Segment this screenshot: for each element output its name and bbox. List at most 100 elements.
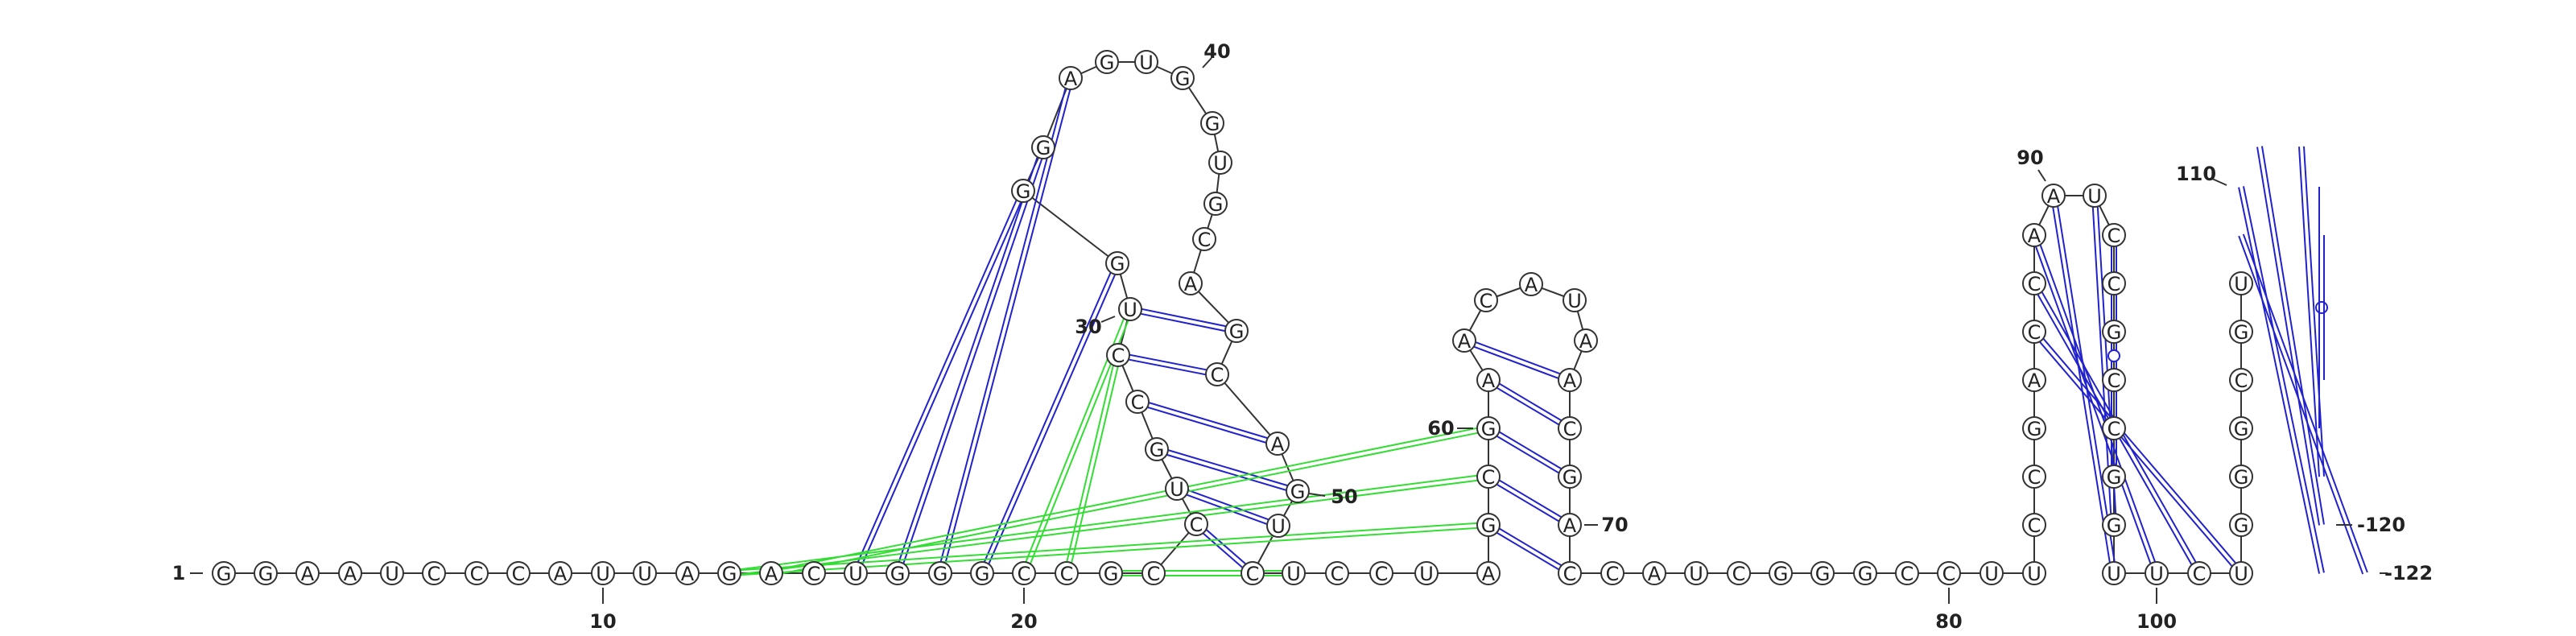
nucleotide-letter: U bbox=[2107, 563, 2121, 585]
nucleotide-circle bbox=[1105, 251, 1129, 275]
nucleotide-letter: C bbox=[1942, 563, 1956, 585]
base-pair-line bbox=[894, 146, 1042, 573]
nucleotide-circle bbox=[1727, 561, 1751, 585]
base-pair-line bbox=[770, 425, 1488, 572]
base-pair-line bbox=[2238, 235, 2364, 575]
nucleotide-circle bbox=[2229, 465, 2253, 489]
nucleotide-letter: C bbox=[2028, 321, 2041, 344]
nucleotide: G bbox=[2229, 416, 2253, 440]
nucleotide: A bbox=[1519, 272, 1543, 296]
nucleotide-circle bbox=[1059, 66, 1083, 90]
nucleotide: U bbox=[2102, 561, 2126, 585]
nucleotide-circle bbox=[2022, 561, 2046, 585]
nucleotide: G bbox=[928, 561, 952, 585]
nucleotide-circle bbox=[844, 561, 868, 585]
position-label: 40 bbox=[1203, 40, 1230, 63]
nucleotide-circle bbox=[1282, 561, 1306, 585]
nucleotide-letter: U bbox=[2149, 563, 2164, 585]
nucleotide-circle bbox=[1476, 465, 1501, 489]
nucleotide: G bbox=[1286, 479, 1310, 503]
base-pair-line bbox=[1489, 522, 1572, 572]
base-pair-line bbox=[1067, 355, 1121, 574]
base-pair-line bbox=[2050, 196, 2113, 574]
nucleotide-circle bbox=[1558, 465, 1582, 489]
base-pair-line bbox=[2242, 233, 2368, 573]
base-pair-line bbox=[937, 76, 1070, 573]
nucleotide-letter: G bbox=[217, 563, 232, 585]
nucleotide-letter: U bbox=[1271, 515, 1286, 538]
nucleotide-letter: G bbox=[1150, 439, 1165, 461]
base-pair-line bbox=[1489, 425, 1572, 476]
nucleotide-circle bbox=[548, 561, 572, 585]
nucleotide: U bbox=[844, 561, 868, 585]
nucleotide-letter: A bbox=[2047, 185, 2061, 208]
nucleotide: U bbox=[1684, 561, 1708, 585]
nucleotide-circle bbox=[1095, 50, 1119, 74]
nucleotide-letter: C bbox=[2107, 418, 2121, 440]
nucleotide-letter: U bbox=[1984, 563, 1999, 585]
nucleotide-circle bbox=[1184, 512, 1208, 536]
nucleotide: C bbox=[1600, 561, 1624, 585]
base-pair-line bbox=[1118, 352, 1218, 374]
nucleotide-circle bbox=[2022, 320, 2046, 344]
base-pair-line bbox=[1117, 356, 1217, 378]
nucleotide: U bbox=[1134, 50, 1158, 74]
nucleotide: C bbox=[422, 561, 446, 585]
nucleotide-circle bbox=[1474, 288, 1498, 312]
base-pair-line bbox=[1129, 310, 1236, 334]
nucleotide: A bbox=[1476, 368, 1501, 392]
position-label: 80 bbox=[1935, 610, 1962, 633]
base-pair-line bbox=[898, 147, 1046, 575]
nucleotide-circle bbox=[1208, 151, 1232, 175]
nucleotide: A bbox=[1265, 432, 1290, 456]
base-pair-line bbox=[1486, 477, 1569, 528]
backbone bbox=[224, 61, 2242, 574]
nucleotide: A bbox=[2041, 184, 2066, 208]
base-pair-line bbox=[2302, 146, 2325, 477]
nucleotide: C bbox=[2102, 271, 2126, 295]
nucleotide-circle bbox=[2083, 184, 2107, 208]
base-pair-line bbox=[1137, 399, 1279, 443]
nucleotide-letter: G bbox=[1016, 180, 1031, 203]
nucleotide-circle bbox=[338, 561, 362, 585]
gu-pair-marker bbox=[2315, 301, 2328, 314]
nucleotide-circle bbox=[2022, 223, 2046, 247]
base-pair-line bbox=[729, 477, 1489, 576]
base-pair-line bbox=[2260, 146, 2325, 525]
nucleotide-circle bbox=[1642, 561, 1666, 585]
nucleotide-circle bbox=[1265, 432, 1290, 456]
nucleotide-letter: C bbox=[1563, 563, 1577, 585]
nucleotide-letter: A bbox=[301, 563, 315, 585]
nucleotide-circle bbox=[1810, 561, 1835, 585]
nucleotide: A bbox=[675, 561, 700, 585]
nucleotide-letter: U bbox=[2087, 185, 2102, 208]
base-pair-line bbox=[1489, 377, 1572, 427]
nucleotide-circle bbox=[506, 561, 530, 585]
nucleotide-letter: A bbox=[1563, 514, 1577, 537]
nucleotide: A bbox=[1574, 328, 1598, 353]
nucleotide: U bbox=[2229, 271, 2253, 295]
nucleotide-letter: U bbox=[848, 563, 863, 585]
nucleotide-circle bbox=[1476, 513, 1501, 537]
nucleotide: U bbox=[2022, 561, 2046, 585]
nucleotide-circle bbox=[1476, 416, 1501, 440]
position-label: 70 bbox=[1601, 514, 1628, 536]
nucleotide-letter: A bbox=[1579, 330, 1593, 353]
nucleotide: C bbox=[506, 561, 530, 585]
nucleotide-circle bbox=[1325, 561, 1349, 585]
nucleotide-letter: A bbox=[1648, 563, 1662, 585]
nucleotide-circle bbox=[1165, 477, 1189, 501]
nucleotide-circle bbox=[1012, 561, 1036, 585]
nucleotide-letter: C bbox=[2028, 466, 2041, 489]
nucleotide: A bbox=[1558, 513, 1582, 537]
backbone-link bbox=[1022, 190, 1118, 264]
nucleotide: C bbox=[1474, 288, 1498, 312]
nucleotide: C bbox=[1055, 561, 1079, 585]
nucleotide-circle bbox=[1684, 561, 1708, 585]
nucleotide-letter: C bbox=[1018, 563, 1031, 585]
nucleotide-letter: G bbox=[258, 563, 274, 585]
nucleotide-letter: A bbox=[1458, 330, 1472, 353]
nucleotide: C bbox=[1727, 561, 1751, 585]
base-pair-line bbox=[1136, 403, 1278, 447]
